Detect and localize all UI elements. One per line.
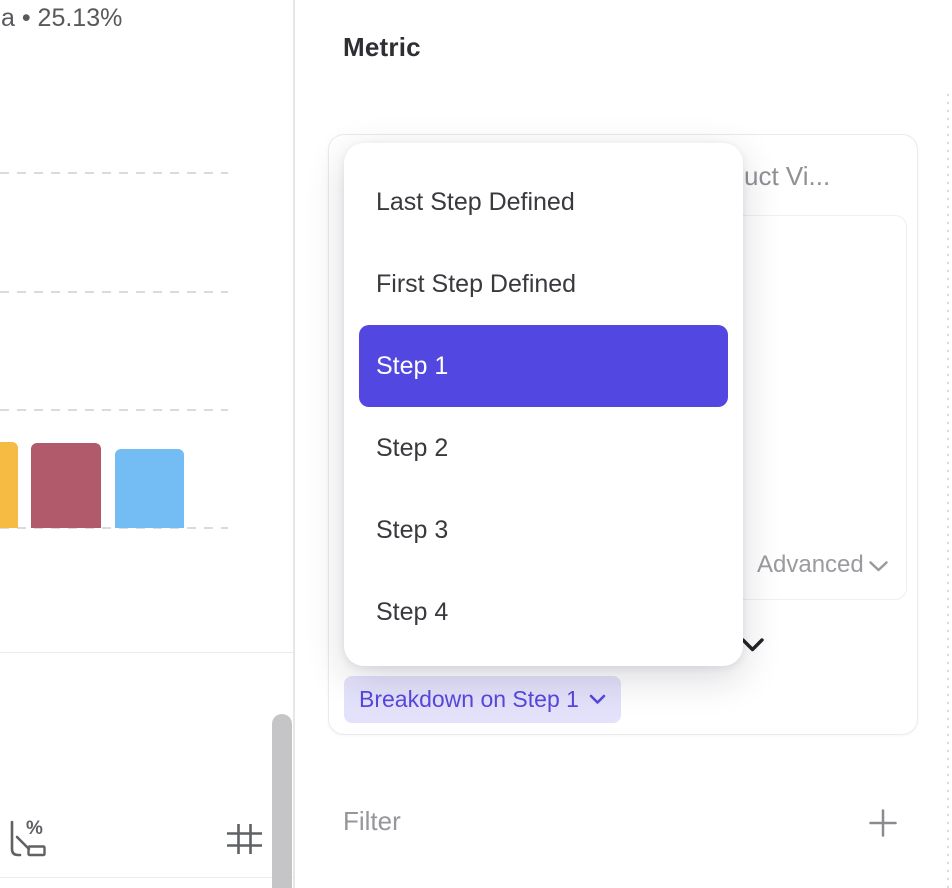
add-filter-plus-icon[interactable] [868,808,898,843]
series-legend-value: a • 25.13% [1,4,123,32]
hash-grid-icon[interactable] [227,824,262,859]
scrollbar-thumb[interactable] [272,714,292,888]
funnel-bar-2[interactable] [115,449,184,528]
breakdown-chip-label: Breakdown on Step 1 [359,686,579,712]
section-divider [0,877,293,878]
section-divider [0,652,293,653]
advanced-toggle-label[interactable]: Advanced [757,551,864,578]
metric-section-title: Metric [343,32,421,62]
panel-divider [293,0,295,888]
dropdown-option-last-step-defined[interactable]: Last Step Defined [376,187,575,216]
dropdown-option-step-2[interactable]: Step 2 [376,433,449,462]
step-select-dropdown: Last Step Defined First Step Defined Ste… [344,143,743,666]
collapse-chevron-down-icon[interactable] [740,637,765,658]
chart-gridline [0,291,228,293]
breakdown-on-step-chip[interactable]: Breakdown on Step 1 [344,676,621,723]
conversion-chart-percent-icon[interactable]: % [7,814,47,865]
dropdown-option-step-1[interactable]: Step 1 [359,325,728,407]
svg-text:%: % [26,818,43,839]
filter-section-title: Filter [343,806,401,836]
chart-gridline [0,172,228,174]
dropdown-option-first-step-defined[interactable]: First Step Defined [376,269,577,298]
chart-gridline [0,409,228,411]
funnel-bar-0[interactable] [0,442,18,528]
dropdown-option-step-4[interactable]: Step 4 [376,597,449,626]
resize-handle-divider[interactable] [947,94,949,888]
chevron-down-icon[interactable] [868,560,889,578]
chart-gridline [0,527,228,529]
chevron-down-icon [589,694,606,705]
event-name-truncated[interactable]: uct Vi... [744,161,831,191]
funnel-bar-1[interactable] [31,443,101,528]
dropdown-option-step-3[interactable]: Step 3 [376,515,449,544]
